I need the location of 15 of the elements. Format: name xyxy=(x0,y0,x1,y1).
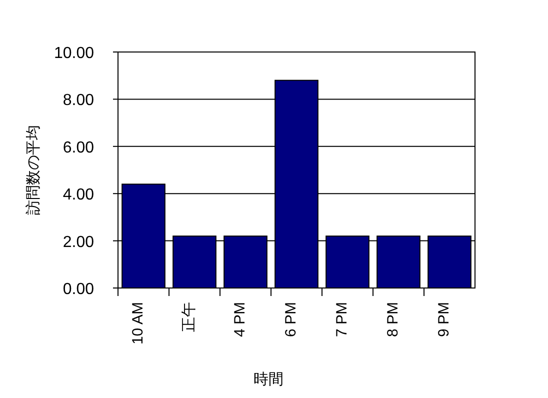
x-tick-label: 7 PM xyxy=(333,302,350,338)
y-tick-label: 0.00 xyxy=(62,281,94,298)
x-tick-label: 9 PM xyxy=(435,302,452,338)
y-tick-label: 10.00 xyxy=(54,45,94,62)
x-tick-label: 4 PM xyxy=(231,302,248,338)
x-axis-title: 時間 xyxy=(254,371,284,388)
y-tick-label: 2.00 xyxy=(62,234,94,251)
y-tick-label: 8.00 xyxy=(62,92,94,110)
y-tick-label: 6.00 xyxy=(62,139,94,156)
x-tick-label: 正午 xyxy=(180,302,198,332)
y-tick-label: 4.00 xyxy=(62,186,94,204)
x-tick-label: 8 PM xyxy=(384,302,402,338)
y-axis-title: 訪問数の平均 xyxy=(25,125,42,215)
x-tick-label: 6 PM xyxy=(282,302,300,338)
x-tick-label: 10 AM xyxy=(129,302,146,345)
